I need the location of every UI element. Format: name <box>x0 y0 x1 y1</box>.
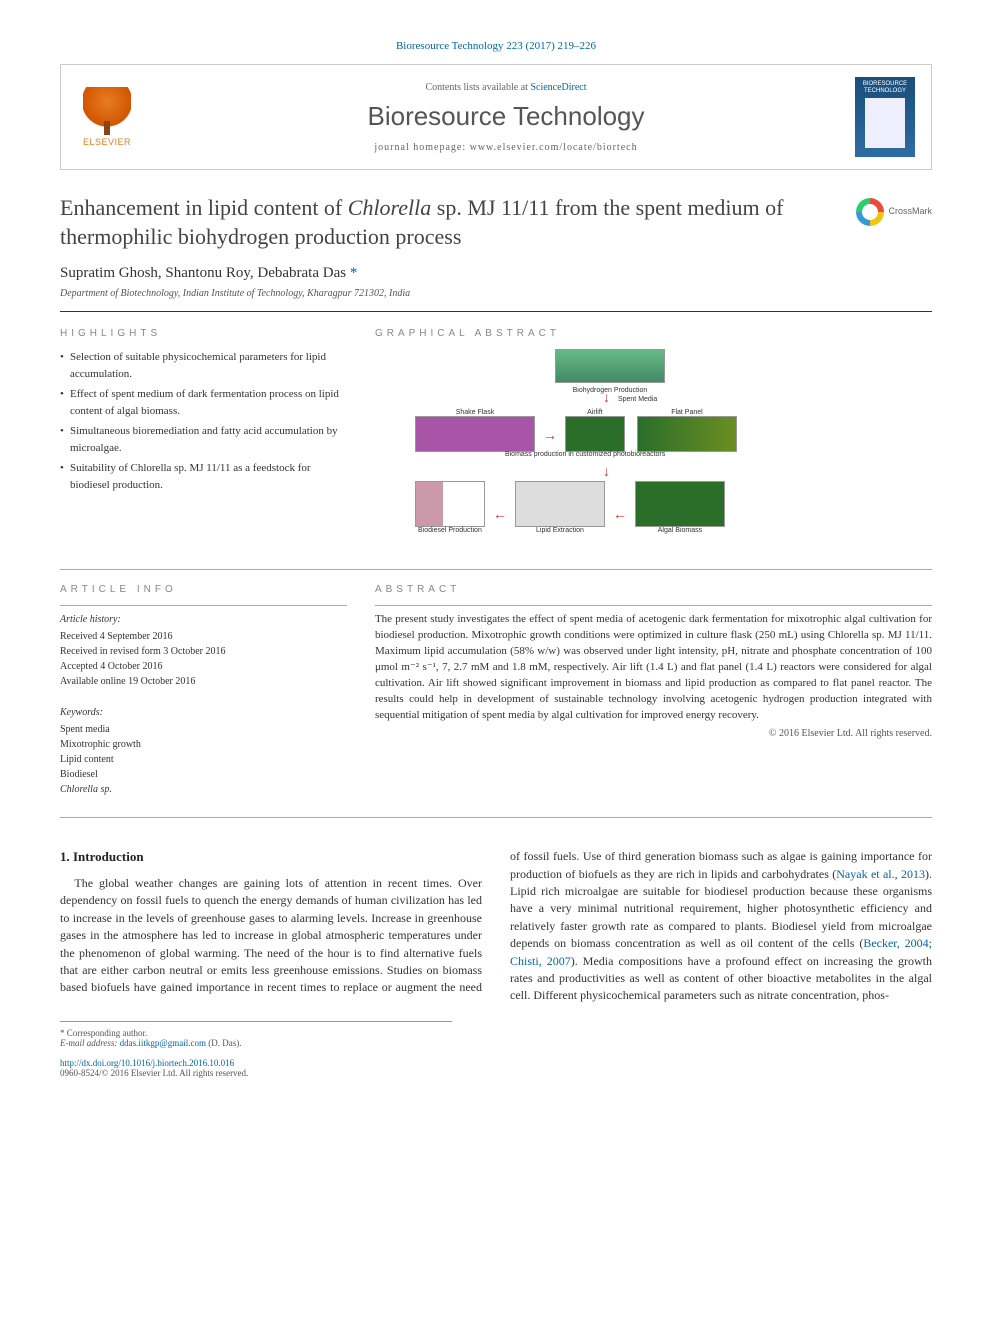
keyword: Mixotrophic growth <box>60 737 347 752</box>
down-arrow-icon: ↓ <box>603 391 610 407</box>
homepage-url[interactable]: www.elsevier.com/locate/biortech <box>470 142 638 153</box>
ga-lipid-image <box>515 481 605 527</box>
ga-biomass-label: Biomass production in customized photobi… <box>505 451 665 458</box>
article-info-label: ARTICLE INFO <box>60 584 347 595</box>
title-pre: Enhancement in lipid content of <box>60 195 348 220</box>
keyword: Spent media <box>60 722 347 737</box>
abstract-label: ABSTRACT <box>375 584 932 595</box>
homepage-prefix: journal homepage: <box>374 142 469 153</box>
ga-biodiesel-label: Biodiesel Production <box>415 527 485 534</box>
divider <box>60 605 347 606</box>
highlights-list: Selection of suitable physicochemical pa… <box>60 349 347 493</box>
sciencedirect-link[interactable]: ScienceDirect <box>530 82 586 93</box>
down-arrow-icon: ↓ <box>603 465 610 481</box>
email-who: (D. Das). <box>206 1038 242 1048</box>
divider <box>375 605 932 606</box>
highlight-item: Selection of suitable physicochemical pa… <box>60 349 347 382</box>
journal-name: Bioresource Technology <box>157 101 855 132</box>
article-title: Enhancement in lipid content of Chlorell… <box>60 194 932 251</box>
right-arrow-icon: → <box>543 429 557 445</box>
left-arrow-icon: ← <box>493 508 507 524</box>
highlight-item: Effect of spent medium of dark fermentat… <box>60 386 347 419</box>
intro-para-2c: ). Media compositions have a profound ef… <box>510 954 932 1003</box>
footnote: * Corresponding author. E-mail address: … <box>60 1021 452 1048</box>
ga-airlift-label: Airlift <box>565 409 625 416</box>
intro-heading: 1. Introduction <box>60 848 482 867</box>
doi-link[interactable]: http://dx.doi.org/10.1016/j.biortech.201… <box>60 1058 234 1068</box>
crossmark-badge[interactable]: CrossMark <box>856 198 932 226</box>
journal-cover[interactable]: BIORESOURCE TECHNOLOGY <box>855 77 915 157</box>
keyword: Lipid content <box>60 752 347 767</box>
elsevier-text: ELSEVIER <box>83 137 131 147</box>
elsevier-logo[interactable]: ELSEVIER <box>77 82 137 152</box>
highlight-item: Suitability of Chlorella sp. MJ 11/11 as… <box>60 460 347 493</box>
journal-reference: Bioresource Technology 223 (2017) 219–22… <box>60 40 932 52</box>
ga-shakeflask-image <box>415 416 535 452</box>
revised-date: Received in revised form 3 October 2016 <box>60 644 347 659</box>
article-body: 1. Introduction The global weather chang… <box>60 848 932 1005</box>
email-link[interactable]: ddas.iitkgp@gmail.com <box>120 1038 206 1048</box>
highlight-item: Simultaneous bioremediation and fatty ac… <box>60 423 347 456</box>
intro-para-1: The global weather changes are gaining l… <box>60 876 482 994</box>
ga-spent-label: Spent Media <box>618 396 657 403</box>
graphical-abstract-label: GRAPHICAL ABSTRACT <box>375 328 932 339</box>
elsevier-tree-icon <box>83 87 131 135</box>
email-label: E-mail address: <box>60 1038 120 1048</box>
contents-line: Contents lists available at ScienceDirec… <box>157 82 855 93</box>
article-history: Article history: Received 4 September 20… <box>60 612 347 689</box>
contents-prefix: Contents lists available at <box>425 82 530 93</box>
graphical-abstract: Biohydrogen Production ↓Spent Media Shak… <box>375 349 932 549</box>
journal-header: ELSEVIER Contents lists available at Sci… <box>60 64 932 170</box>
homepage-line: journal homepage: www.elsevier.com/locat… <box>157 142 855 153</box>
left-arrow-icon: ← <box>613 508 627 524</box>
history-label: Article history: <box>60 612 347 627</box>
affiliation: Department of Biotechnology, Indian Inst… <box>60 288 932 299</box>
divider <box>60 311 932 312</box>
doi-footer: http://dx.doi.org/10.1016/j.biortech.201… <box>60 1058 932 1078</box>
crossmark-icon <box>856 198 884 226</box>
keywords: Keywords: Spent media Mixotrophic growth… <box>60 705 347 797</box>
ga-biohydrogen-image <box>555 349 665 383</box>
keywords-label: Keywords: <box>60 705 347 720</box>
abstract-text: The present study investigates the effec… <box>375 612 932 724</box>
accepted-date: Accepted 4 October 2016 <box>60 659 347 674</box>
divider <box>60 817 932 818</box>
ga-airlift-image <box>565 416 625 452</box>
ga-algal-label: Algal Biomass <box>635 527 725 534</box>
ga-algal-image <box>635 481 725 527</box>
online-date: Available online 19 October 2016 <box>60 674 347 689</box>
citation-link[interactable]: Nayak et al., 2013 <box>836 867 925 881</box>
ga-flatpanel-image <box>637 416 737 452</box>
cover-title: BIORESOURCE TECHNOLOGY <box>859 81 911 94</box>
ga-flatpanel-label: Flat Panel <box>637 409 737 416</box>
keyword: Biodiesel <box>60 767 347 782</box>
ga-shakeflask-label: Shake Flask <box>415 409 535 416</box>
authors: Supratim Ghosh, Shantonu Roy, Debabrata … <box>60 265 932 282</box>
crossmark-text: CrossMark <box>888 206 932 218</box>
corresponding-note: * Corresponding author. <box>60 1028 452 1038</box>
ga-lipid-label: Lipid Extraction <box>515 527 605 534</box>
divider <box>60 569 932 570</box>
copyright: © 2016 Elsevier Ltd. All rights reserved… <box>375 728 932 739</box>
received-date: Received 4 September 2016 <box>60 629 347 644</box>
highlights-label: HIGHLIGHTS <box>60 328 347 339</box>
ga-biodiesel-image <box>415 481 485 527</box>
corresponding-mark[interactable]: * <box>350 265 358 281</box>
keyword: Chlorella sp. <box>60 782 347 797</box>
issn-line: 0960-8524/© 2016 Elsevier Ltd. All right… <box>60 1068 248 1078</box>
cover-thumbnail <box>865 98 905 148</box>
author-names: Supratim Ghosh, Shantonu Roy, Debabrata … <box>60 265 346 281</box>
title-species: Chlorella <box>348 195 432 220</box>
